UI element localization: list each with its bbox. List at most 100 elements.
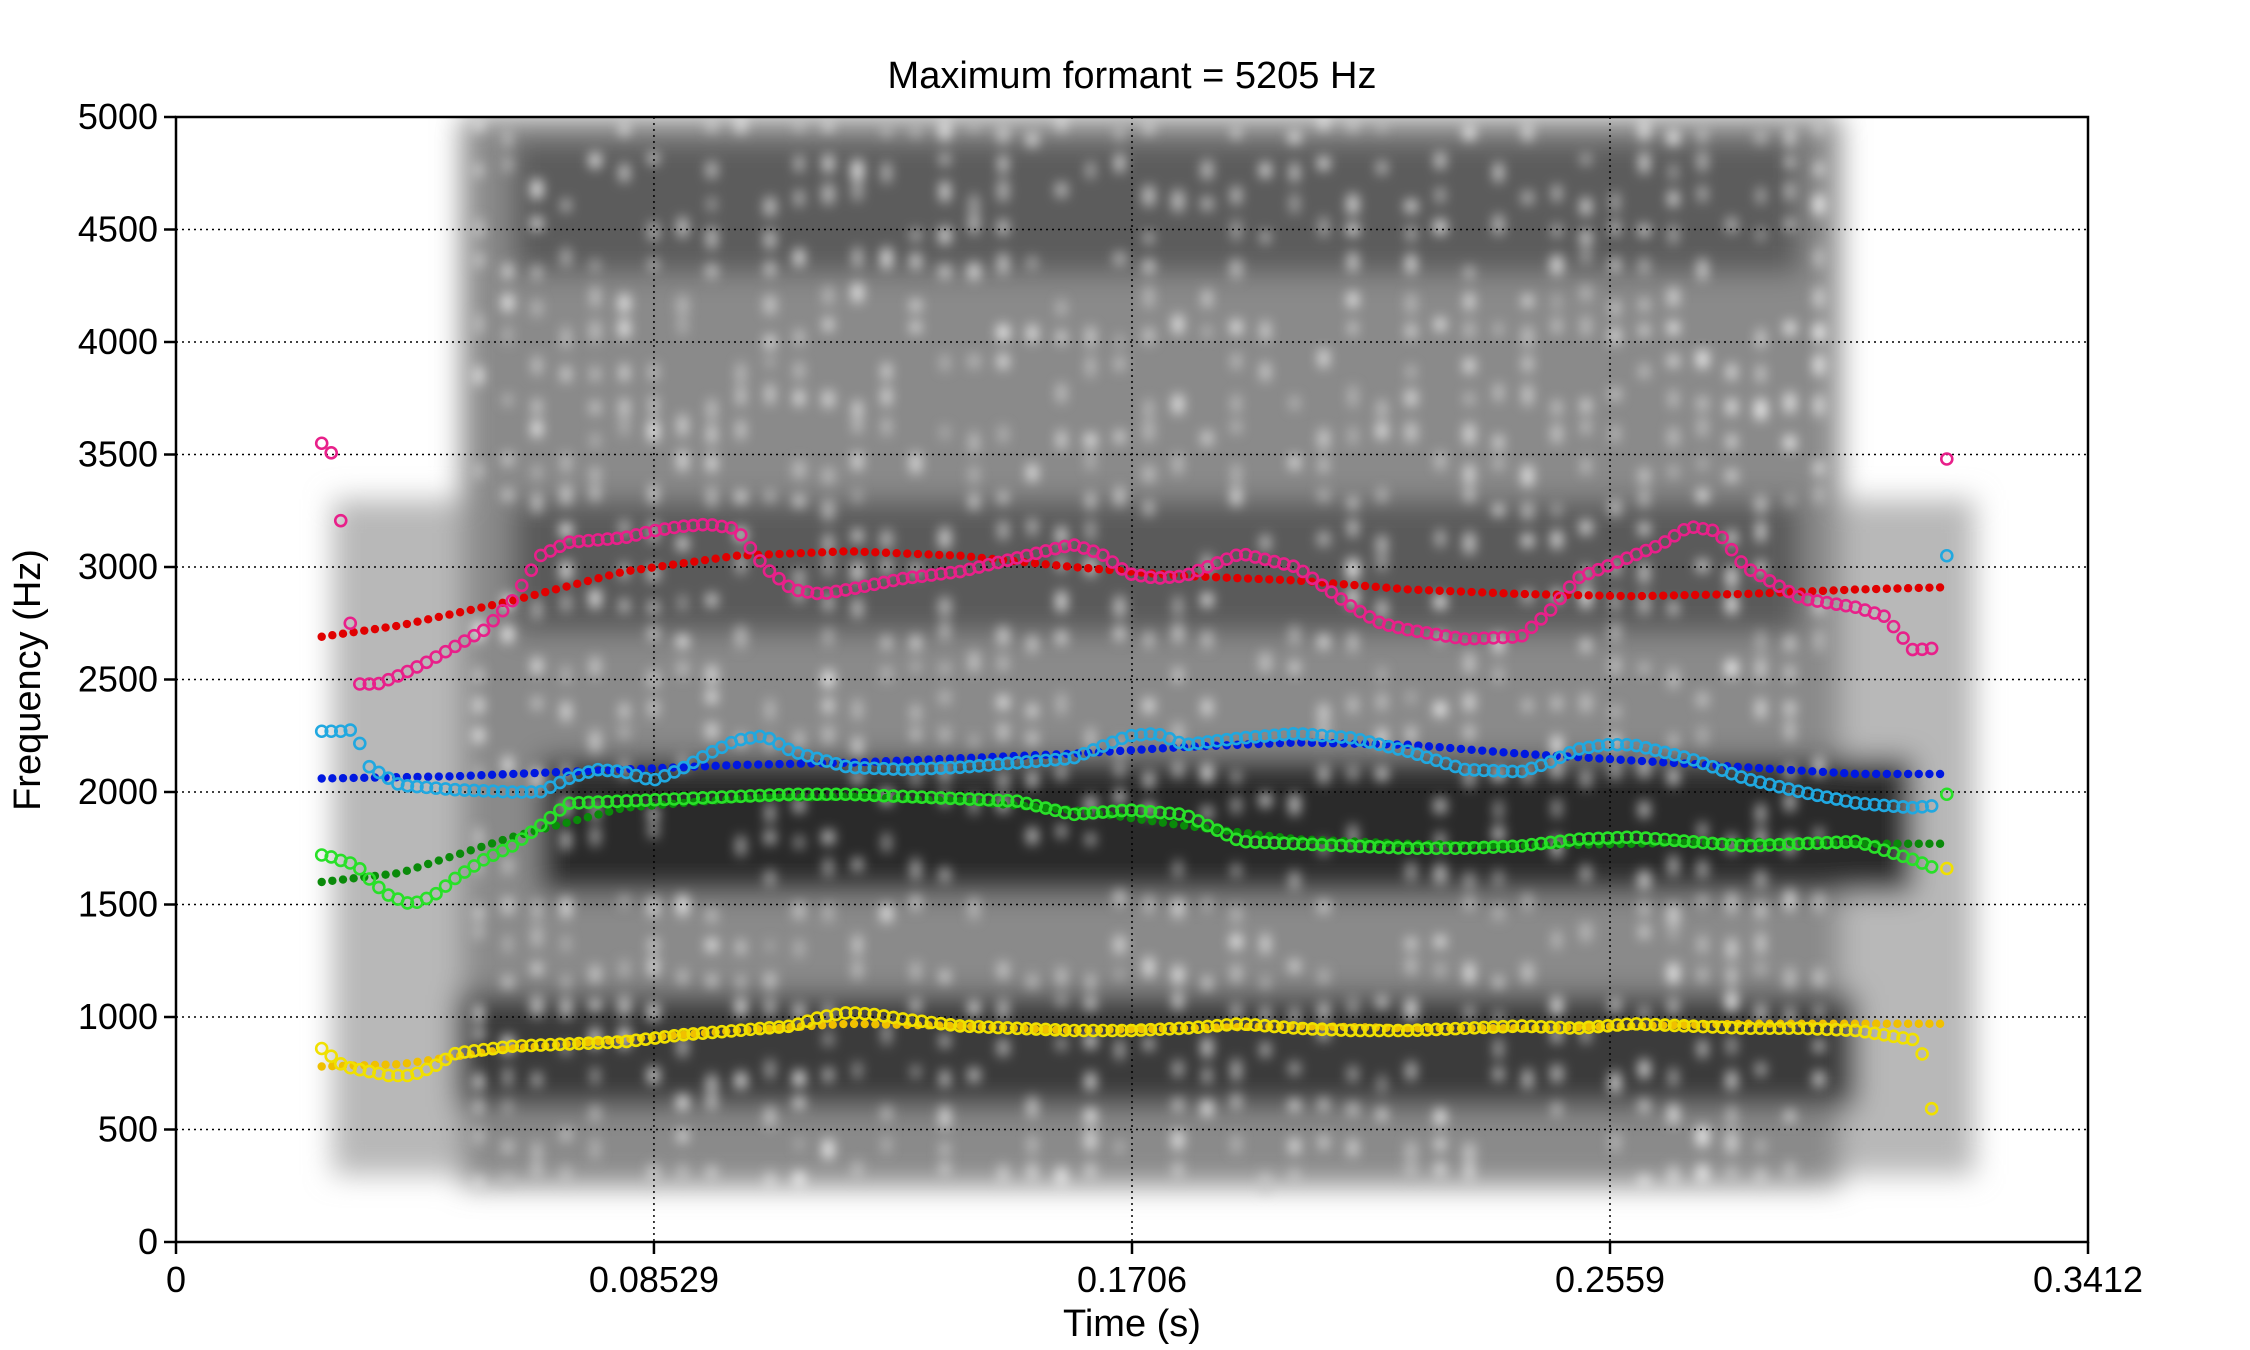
spectrogram-speckle bbox=[1813, 117, 1825, 137]
spectrogram-speckle bbox=[852, 597, 862, 620]
spectrogram-speckle bbox=[1639, 323, 1650, 337]
formant-dot bbox=[1669, 591, 1679, 600]
spectrogram-speckle bbox=[1289, 659, 1300, 676]
spectrogram-speckle bbox=[1670, 924, 1677, 942]
spectrogram-speckle bbox=[1262, 230, 1269, 244]
formant-dot bbox=[775, 549, 784, 559]
formant-point bbox=[915, 1014, 929, 1029]
spectrogram-speckle bbox=[1289, 1061, 1300, 1076]
spectrogram-speckle bbox=[1348, 1065, 1358, 1082]
formant-dot bbox=[381, 870, 390, 879]
spectrogram-speckle bbox=[911, 894, 920, 912]
spectrogram-speckle bbox=[939, 226, 951, 245]
spectrogram-speckle bbox=[591, 484, 599, 502]
spectrogram-speckle bbox=[1551, 696, 1562, 711]
spectrogram-speckle bbox=[940, 1070, 949, 1088]
formant-point bbox=[1191, 736, 1205, 750]
spectrogram-speckle bbox=[1349, 632, 1356, 653]
formant-dot bbox=[1871, 584, 1881, 594]
spectrogram-speckle bbox=[532, 419, 542, 438]
formant-point bbox=[1429, 1022, 1444, 1037]
spectrogram-speckle bbox=[1232, 963, 1241, 984]
spectrogram-speckle bbox=[1668, 768, 1679, 786]
formant-dot bbox=[317, 774, 326, 783]
formant-dot bbox=[860, 1019, 869, 1029]
formant-point bbox=[972, 1019, 986, 1034]
spectrogram-speckle bbox=[1757, 629, 1764, 654]
formant-dot bbox=[775, 1023, 784, 1033]
spectrogram-speckle bbox=[1116, 1140, 1124, 1153]
formant-point bbox=[572, 796, 586, 810]
spectrogram-speckle bbox=[764, 294, 776, 316]
spectrogram-speckle bbox=[1087, 491, 1094, 511]
spectrogram-speckle bbox=[1522, 354, 1533, 373]
x-axis-label: Time (s) bbox=[1063, 1303, 1201, 1345]
formant-dot bbox=[1914, 769, 1923, 779]
spectrogram-speckle bbox=[560, 559, 572, 582]
formant-point bbox=[1553, 1020, 1567, 1035]
formant-point bbox=[962, 1019, 977, 1034]
spectrogram-speckle bbox=[1436, 187, 1444, 204]
formant-point bbox=[591, 762, 605, 777]
formant-dot bbox=[328, 631, 337, 640]
spectrogram-speckle bbox=[1610, 1131, 1620, 1154]
formant-dot bbox=[913, 755, 923, 765]
spectrogram-speckle bbox=[1463, 1142, 1476, 1162]
formant-point bbox=[1134, 727, 1148, 742]
formant-dot bbox=[913, 549, 923, 559]
formant-dot bbox=[1850, 769, 1860, 779]
spectrogram-speckle bbox=[1318, 634, 1329, 650]
formant-point bbox=[1238, 730, 1253, 745]
spectrogram-speckle bbox=[589, 152, 601, 169]
spectrogram-speckle bbox=[1201, 592, 1213, 608]
spectrogram-speckle bbox=[1027, 703, 1037, 718]
spectrogram-speckle bbox=[1553, 292, 1560, 312]
spectrogram-speckle bbox=[823, 153, 834, 174]
formant-point bbox=[715, 1024, 729, 1039]
formant-point bbox=[1915, 642, 1929, 657]
spectrogram-speckle bbox=[853, 416, 862, 434]
spectrogram-speckle bbox=[1087, 450, 1094, 471]
formant-point bbox=[924, 1015, 939, 1030]
formant-tracks bbox=[314, 436, 1954, 1116]
formant-dot bbox=[764, 550, 774, 559]
formant-dot bbox=[1914, 583, 1923, 593]
formant-point bbox=[1515, 839, 1529, 853]
formant-point bbox=[1419, 1022, 1434, 1037]
spectrogram-speckle bbox=[823, 1067, 834, 1083]
formant-point bbox=[1791, 1021, 1806, 1036]
spectrogram-speckle bbox=[1668, 426, 1679, 448]
spectrogram-speckle bbox=[708, 398, 716, 421]
spectrogram-speckle bbox=[561, 1128, 571, 1142]
formant-point bbox=[543, 810, 558, 825]
formant-dot bbox=[349, 874, 358, 883]
formant-point bbox=[991, 757, 1005, 772]
spectrogram-speckle bbox=[533, 355, 541, 376]
spectrogram-speckle bbox=[591, 259, 599, 273]
formant-dot bbox=[1808, 767, 1817, 776]
spectrogram-speckle bbox=[502, 975, 514, 989]
formant-point bbox=[1924, 641, 1939, 656]
spectrogram-speckle bbox=[1202, 630, 1212, 649]
spectrogram-speckle bbox=[1465, 961, 1474, 985]
formant-point bbox=[724, 789, 739, 804]
formant-point bbox=[1467, 631, 1482, 646]
formant-dot bbox=[1840, 585, 1849, 595]
spectrogram-speckle bbox=[1057, 992, 1066, 1008]
formant-point bbox=[1715, 837, 1729, 851]
formant-point bbox=[1467, 841, 1482, 855]
spectrogram-speckle bbox=[1348, 117, 1358, 134]
spectrogram-speckle bbox=[503, 262, 512, 280]
formant-point bbox=[1038, 1022, 1053, 1037]
formant-point bbox=[734, 528, 748, 542]
spectrogram-speckle bbox=[1493, 825, 1504, 842]
formant-point bbox=[1286, 836, 1301, 851]
spectrogram-speckle bbox=[1757, 931, 1765, 956]
spectrogram-speckle bbox=[1377, 692, 1387, 712]
formant-dot bbox=[381, 623, 390, 632]
spectrogram-speckle bbox=[676, 894, 689, 917]
formant-dot bbox=[1935, 839, 1945, 848]
spectrogram-speckle bbox=[1813, 286, 1825, 310]
formant-dot bbox=[1137, 1024, 1146, 1034]
formant-point bbox=[695, 517, 710, 532]
